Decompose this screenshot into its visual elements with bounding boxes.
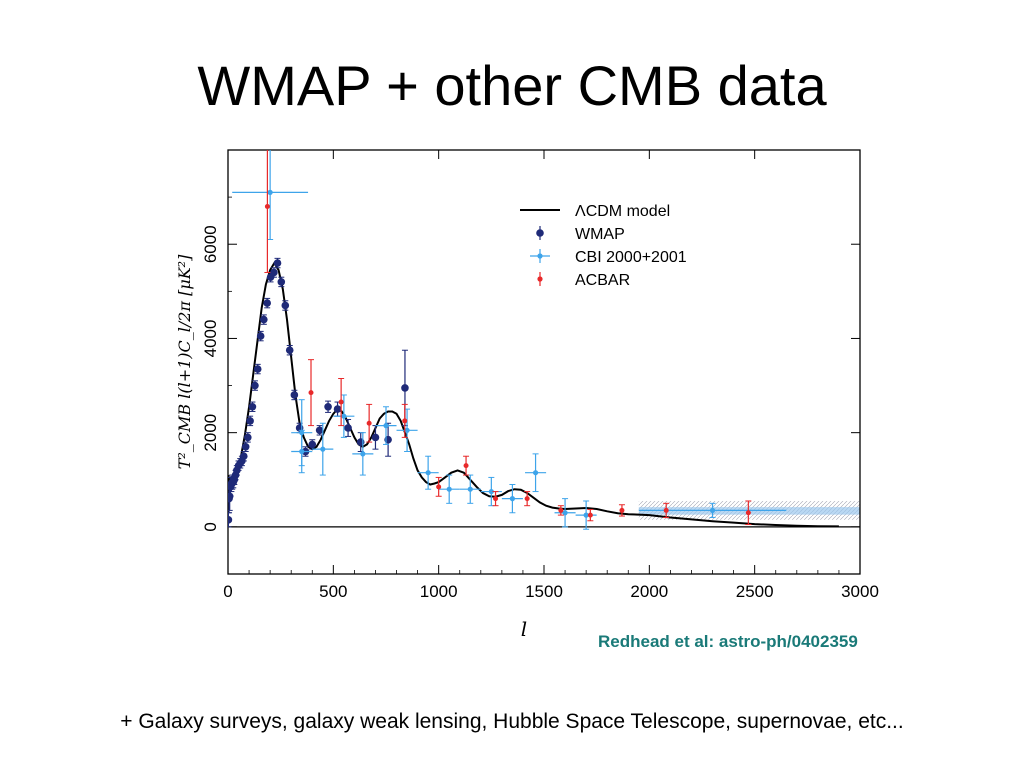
y-tick-label: 4000 [201,320,220,358]
cbi-point [488,488,494,495]
wmap-point [324,402,332,411]
wmap-point [241,443,250,451]
y-tick-label: 6000 [201,225,220,263]
wmap-point [256,332,265,340]
cbi-point [709,507,716,513]
acbar-point [587,512,593,518]
cbi-point [404,427,410,433]
wmap-point [285,346,294,355]
acbar-point [524,496,530,502]
acbar-point [558,507,564,513]
slide-title: WMAP + other CMB data [197,54,827,117]
acbar-point [745,510,751,516]
citation-text: Redhead et al: astro-ph/0402359 [598,632,858,651]
wmap-point [248,402,257,411]
wmap-point [371,433,380,442]
legend-marker [536,229,544,237]
footnote-text: + Galaxy surveys, galaxy weak lensing, H… [120,710,904,733]
acbar-point [463,463,469,469]
cbi-point [341,413,347,419]
acbar-point [436,484,442,490]
wmap-point [246,417,254,425]
cbi-point [425,470,431,476]
wmap-point [260,315,268,324]
legend: ΛCDM model WMAP CBI 2000+2001 ACBAR [520,203,687,289]
acbar-point [264,204,270,210]
wmap-point [315,426,324,435]
acbar-point [493,496,499,502]
wmap-point [270,268,278,277]
x-tick-label: 2500 [736,582,774,601]
acbar-point [619,507,625,513]
legend-marker [537,253,543,259]
wmap-point [281,301,290,310]
cbi-point [467,486,473,492]
x-tick-label: 0 [223,582,232,601]
cbi-point [532,470,539,476]
cbi-point [320,446,326,452]
wmap-point [253,365,262,373]
wmap-point [273,259,282,267]
cbi-point [562,510,568,516]
cbi-point [360,451,366,457]
acbar-point [308,390,314,396]
cbi-point [509,496,515,502]
x-tick-label: 1500 [525,582,563,601]
y-tick-label: 0 [201,522,220,531]
cbi-point [299,448,305,455]
wmap-point [290,391,299,399]
wmap-point [263,299,271,307]
cbi-point [583,512,589,518]
legend-marker [537,276,543,282]
wmap-point [251,381,259,390]
cbi-point [446,486,452,492]
legend-entry: CBI 2000+2001 [575,249,687,266]
lcdm-model-curve [228,261,839,528]
wmap-point [344,424,352,432]
acbar-point [663,507,669,513]
acbar-point [402,418,408,424]
cbi-point [267,189,273,195]
cmb-power-spectrum-chart: 0 500 1000 1500 2000 2500 3000 0 2000 4000 6000 l T²… [175,149,879,640]
plot-area [228,150,839,530]
legend-entry: ACBAR [575,272,630,289]
legend-entry: WMAP [575,226,625,243]
x-tick-label: 500 [319,582,347,601]
cbi-point [383,423,389,429]
x-tick-label: 3000 [841,582,879,601]
acbar-point [338,399,344,405]
y-tick-label: 2000 [201,414,220,452]
wmap-point [240,452,248,461]
legend-entry: ΛCDM model [575,203,670,220]
wmap-point [308,440,317,449]
x-axis-label: l [521,617,527,640]
x-tick-label: 1000 [420,582,458,601]
y-axis-label: T²_CMB l(l+1)C_l/2π [μK²] [175,254,194,469]
wmap-point [333,405,342,413]
wmap-point [244,433,252,442]
wmap-point [401,384,409,392]
acbar-point [366,420,372,426]
wmap-point [277,278,286,286]
wmap-point [228,516,233,524]
x-tick-label: 2000 [630,582,668,601]
